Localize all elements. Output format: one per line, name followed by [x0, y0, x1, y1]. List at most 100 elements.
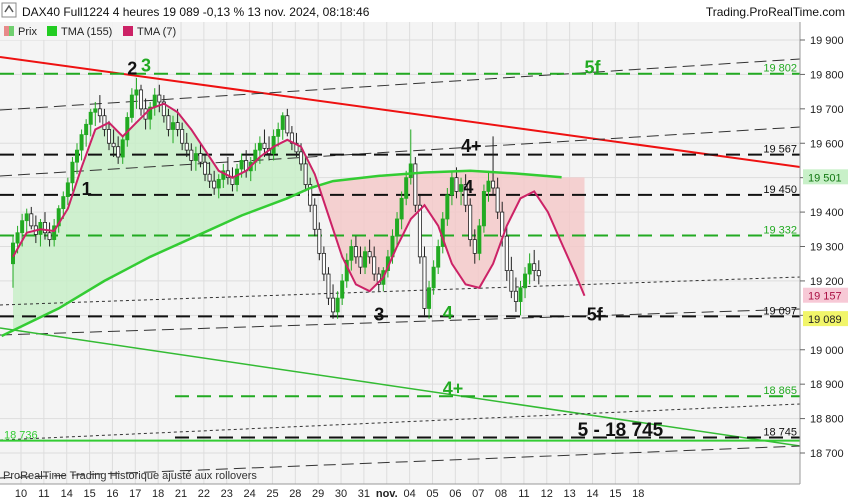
legend-label-tma7: TMA (7): [137, 26, 176, 38]
candle-body: [299, 151, 304, 165]
candle-body: [70, 161, 75, 184]
candle-body: [399, 197, 404, 220]
candle-body: [212, 180, 217, 189]
collapse-icon[interactable]: [1, 2, 17, 18]
price-tags: 19 501 19 157 19 089: [803, 169, 848, 327]
candle-body: [340, 280, 345, 299]
candlesticks: [10, 77, 541, 319]
tma155-swatch-icon: [47, 26, 57, 36]
candle-body: [289, 132, 294, 144]
wave-label: 2: [127, 58, 137, 78]
level-label: 18 745: [763, 427, 797, 439]
x-tick-label: 05: [426, 488, 438, 500]
lower-channel-line: [0, 445, 801, 479]
candle-body: [75, 149, 80, 163]
x-tick-label: 31: [358, 488, 370, 500]
candle-body: [93, 108, 98, 113]
candle-body: [120, 139, 125, 158]
candle-body: [193, 153, 198, 161]
candle-body: [468, 204, 473, 241]
x-tick-label: 18: [632, 488, 644, 500]
x-tick-label: 24: [243, 488, 255, 500]
y-tick-label: 19 900: [810, 35, 844, 47]
candle-body: [445, 194, 450, 220]
legend-item-prix[interactable]: Prix: [4, 26, 37, 38]
x-tick-label: 28: [289, 488, 301, 500]
candle-body: [422, 256, 427, 309]
time-axis[interactable]: 10 11 14 15 16 17 18 21 22 23 24 25 28 29 30 31 nov. 04 05…: [0, 483, 850, 500]
candle-body: [367, 251, 372, 258]
candle-body: [518, 287, 523, 302]
candle-body: [536, 270, 541, 277]
candle-body: [312, 204, 317, 230]
candle-body: [203, 161, 208, 175]
y-tick-label: 18 700: [810, 448, 844, 460]
candle-body: [111, 142, 116, 148]
candle-body: [527, 263, 532, 275]
candle-body: [294, 142, 299, 153]
candle-body: [358, 256, 363, 268]
y-tick-label: 19 000: [810, 345, 844, 357]
candle-body: [504, 235, 509, 271]
candle-body: [481, 191, 486, 227]
candle-body: [463, 184, 468, 206]
legend-item-tma7[interactable]: TMA (7): [123, 26, 176, 38]
level-label: 19 332: [763, 224, 797, 236]
price-tag-label: 19 157: [808, 291, 842, 303]
price-tag-bg: [803, 287, 848, 303]
wave-label: 5 - 18 745: [578, 420, 664, 441]
candle-body: [349, 246, 354, 261]
candle-body: [79, 134, 84, 151]
price-tag-label: 19 501: [808, 172, 842, 184]
grid-lines: [0, 22, 800, 484]
y-tick-label: 19 600: [810, 138, 844, 150]
candle-body: [207, 173, 212, 182]
candle-body: [486, 180, 491, 192]
level-label: 19 097: [763, 305, 797, 317]
y-tick-label: 19 400: [810, 207, 844, 219]
tma7-line: [12, 102, 586, 297]
x-tick-label: 06: [449, 488, 461, 500]
level-label: 19 567: [763, 144, 797, 156]
wave-label: 4: [443, 303, 453, 323]
x-tick-label: 23: [221, 488, 233, 500]
x-tick-label: nov.: [376, 488, 398, 500]
candle-body: [61, 196, 66, 210]
price-tag-bg: [803, 169, 848, 185]
legend-item-tma155[interactable]: TMA (155): [47, 26, 112, 38]
candle-body: [513, 290, 518, 302]
candle-body: [134, 89, 139, 96]
x-tick-label: 18: [152, 488, 164, 500]
candle-body: [417, 204, 422, 258]
candle-body: [454, 177, 459, 192]
candle-body: [148, 106, 153, 120]
candle-body: [189, 149, 194, 161]
x-tick-label: 11: [518, 488, 529, 500]
resistance-trendline: [0, 56, 801, 168]
dotted-trendline: [0, 276, 801, 306]
bull-zone-fill: [13, 103, 320, 331]
wave-label: 5f: [587, 304, 604, 324]
candle-body: [15, 232, 20, 244]
x-tick-label: 14: [586, 488, 598, 500]
level-label: 18 736: [4, 430, 38, 442]
candle-body: [532, 263, 537, 271]
candle-body: [308, 184, 313, 206]
candle-body: [152, 94, 157, 108]
candle-body: [408, 163, 413, 179]
candle-body: [459, 184, 464, 192]
level-label: 19 802: [763, 63, 797, 75]
indicator-lines: [1, 102, 586, 338]
wave-label: 4: [463, 177, 473, 197]
candle-body: [285, 115, 290, 134]
channel-lower-line: [0, 308, 801, 336]
wave-label: 4+: [461, 136, 482, 156]
candle-body: [317, 228, 322, 254]
candle-body: [413, 163, 418, 206]
candle-body: [472, 239, 477, 254]
y-tick-label: 19 800: [810, 69, 844, 81]
candle-body: [363, 251, 368, 268]
trend-lines: [0, 56, 801, 479]
